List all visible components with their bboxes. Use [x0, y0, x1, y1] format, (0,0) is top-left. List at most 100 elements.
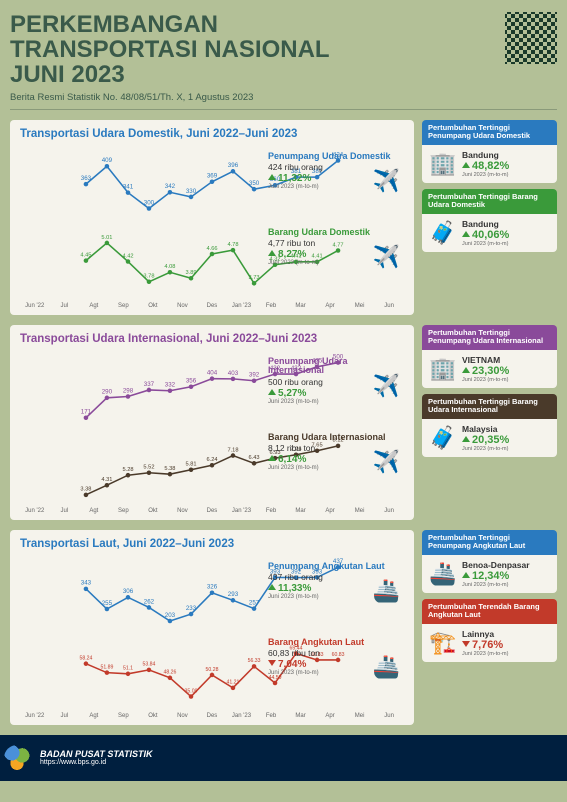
chart-area: 3634093413003423303693963503603813814244…: [20, 146, 404, 301]
svg-text:6.43: 6.43: [249, 455, 260, 461]
footer: BADAN PUSAT STATISTIK https://www.bps.go…: [0, 735, 567, 781]
section-0: Transportasi Udara Domestik, Juni 2022–J…: [10, 120, 557, 315]
month-label: Feb: [256, 508, 286, 514]
side-sub: Juni 2023 (m-to-m): [462, 446, 551, 452]
svg-text:4.31: 4.31: [101, 477, 112, 483]
side-card-body: 🧳 Malaysia 20,35% Juni 2023 (m-to-m): [422, 419, 557, 457]
svg-text:5.28: 5.28: [122, 467, 133, 473]
footer-org: BADAN PUSAT STATISTIK: [40, 749, 153, 759]
side-card-header: Pertumbuhan Tertinggi Barang Udara Inter…: [422, 394, 557, 419]
side-card-info: Benoa-Denpasar 12,34% Juni 2023 (m-to-m): [462, 560, 551, 588]
side-card: Pertumbuhan Tertinggi Penumpang Udara Do…: [422, 120, 557, 183]
bps-logo-icon: [4, 745, 30, 771]
month-label: Jan '23: [227, 713, 257, 719]
svg-text:5.38: 5.38: [164, 466, 175, 472]
svg-text:255: 255: [102, 599, 113, 606]
month-label: Okt: [138, 303, 168, 309]
month-label: Nov: [168, 303, 198, 309]
month-label: Feb: [256, 303, 286, 309]
side-card: Pertumbuhan Terendah Barang Angkutan Lau…: [422, 599, 557, 662]
month-label: Jul: [50, 713, 80, 719]
svg-text:409: 409: [102, 157, 113, 164]
chart-panel: Transportasi Udara Domestik, Juni 2022–J…: [10, 120, 414, 315]
month-label: Jan '23: [227, 303, 257, 309]
side-pct: 40,06%: [462, 229, 551, 241]
month-label: Okt: [138, 713, 168, 719]
page: PERKEMBANGAN TRANSPORTASI NASIONAL JUNI …: [0, 0, 567, 725]
title-line1: PERKEMBANGAN: [10, 12, 330, 37]
title-block: PERKEMBANGAN TRANSPORTASI NASIONAL JUNI …: [10, 12, 330, 88]
side-sub: Juni 2023 (m-to-m): [462, 582, 551, 588]
svg-text:35.09: 35.09: [185, 688, 198, 694]
footer-text-block: BADAN PUSAT STATISTIK https://www.bps.go…: [40, 749, 153, 766]
side-card-header: Pertumbuhan Tertinggi Penumpang Angkutan…: [422, 530, 557, 555]
side-card-body: 🧳 Bandung 40,06% Juni 2023 (m-to-m): [422, 214, 557, 252]
svg-text:3.38: 3.38: [80, 486, 91, 492]
svg-text:5.81: 5.81: [185, 461, 196, 467]
side-card-header: Pertumbuhan Terendah Barang Angkutan Lau…: [422, 599, 557, 624]
month-label: Jun: [374, 303, 404, 309]
month-label: Jun '22: [20, 508, 50, 514]
qr-code-icon[interactable]: [505, 12, 557, 64]
svg-text:337: 337: [144, 380, 155, 387]
side-card: Pertumbuhan Tertinggi Penumpang Angkutan…: [422, 530, 557, 593]
month-label: Jun: [374, 713, 404, 719]
month-label: Apr: [315, 303, 345, 309]
section-1: Transportasi Udara Internasional, Juni 2…: [10, 325, 557, 520]
side-card-icon: 🚢: [428, 561, 458, 587]
svg-text:53.84: 53.84: [143, 661, 156, 667]
svg-text:48.26: 48.26: [163, 669, 176, 675]
x-axis-labels: Jun '22JulAgtSepOktNovDesJan '23FebMarAp…: [20, 303, 404, 309]
section-2: Transportasi Laut, Juni 2022–Juni 202334…: [10, 530, 557, 725]
month-label: Mei: [345, 303, 375, 309]
vehicle-icon: ✈️: [373, 449, 400, 475]
svg-text:41.21: 41.21: [227, 679, 240, 685]
svg-text:7.18: 7.18: [227, 447, 238, 453]
side-sub: Juni 2023 (m-to-m): [462, 241, 551, 247]
month-label: Sep: [109, 508, 139, 514]
vehicle-icon: 🚢: [373, 578, 400, 604]
side-location: Bandung: [462, 219, 551, 229]
side-card-info: VIETNAM 23,30% Juni 2023 (m-to-m): [462, 355, 551, 383]
svg-text:4.45: 4.45: [80, 252, 91, 258]
svg-text:350: 350: [249, 180, 260, 187]
month-label: Mei: [345, 508, 375, 514]
side-sub: Juni 2023 (m-to-m): [462, 172, 551, 178]
svg-text:404: 404: [207, 369, 218, 376]
side-card-header: Pertumbuhan Tertinggi Penumpang Udara Do…: [422, 120, 557, 145]
side-location: Benoa-Denpasar: [462, 560, 551, 570]
svg-text:203: 203: [165, 611, 176, 618]
side-pct: 23,30%: [462, 365, 551, 377]
svg-text:363: 363: [81, 175, 92, 182]
svg-text:4.78: 4.78: [227, 242, 238, 248]
svg-text:290: 290: [102, 388, 113, 395]
legend-title: Barang Udara Domestik: [268, 228, 398, 238]
svg-text:4.42: 4.42: [122, 253, 133, 259]
svg-text:262: 262: [144, 598, 155, 605]
month-label: Des: [197, 713, 227, 719]
side-card-info: Lainnya 7,76% Juni 2023 (m-to-m): [462, 629, 551, 657]
month-label: Nov: [168, 508, 198, 514]
vehicle-icon: 🚢: [373, 654, 400, 680]
month-label: Jun '22: [20, 713, 50, 719]
svg-text:4.66: 4.66: [206, 245, 217, 251]
section-title: Transportasi Udara Domestik, Juni 2022–J…: [20, 128, 404, 140]
side-column: Pertumbuhan Tertinggi Penumpang Udara Do…: [422, 120, 557, 315]
svg-text:300: 300: [144, 199, 155, 206]
month-label: Mar: [286, 508, 316, 514]
svg-text:257: 257: [249, 599, 260, 606]
side-card-body: 🏗️ Lainnya 7,76% Juni 2023 (m-to-m): [422, 624, 557, 662]
month-label: Jan '23: [227, 508, 257, 514]
side-column: Pertumbuhan Tertinggi Penumpang Udara In…: [422, 325, 557, 520]
side-sub: Juni 2023 (m-to-m): [462, 377, 551, 383]
side-card-icon: 🏢: [428, 356, 458, 382]
svg-text:306: 306: [123, 588, 134, 595]
chart-area: 1712902983373323564044033924324324755003…: [20, 351, 404, 506]
svg-text:293: 293: [228, 591, 239, 598]
side-card-body: 🏢 VIETNAM 23,30% Juni 2023 (m-to-m): [422, 350, 557, 388]
svg-text:4.08: 4.08: [164, 264, 175, 270]
side-location: VIETNAM: [462, 355, 551, 365]
svg-text:233: 233: [186, 605, 197, 612]
side-card-info: Bandung 48,82% Juni 2023 (m-to-m): [462, 150, 551, 178]
side-card: Pertumbuhan Tertinggi Barang Udara Domes…: [422, 189, 557, 252]
